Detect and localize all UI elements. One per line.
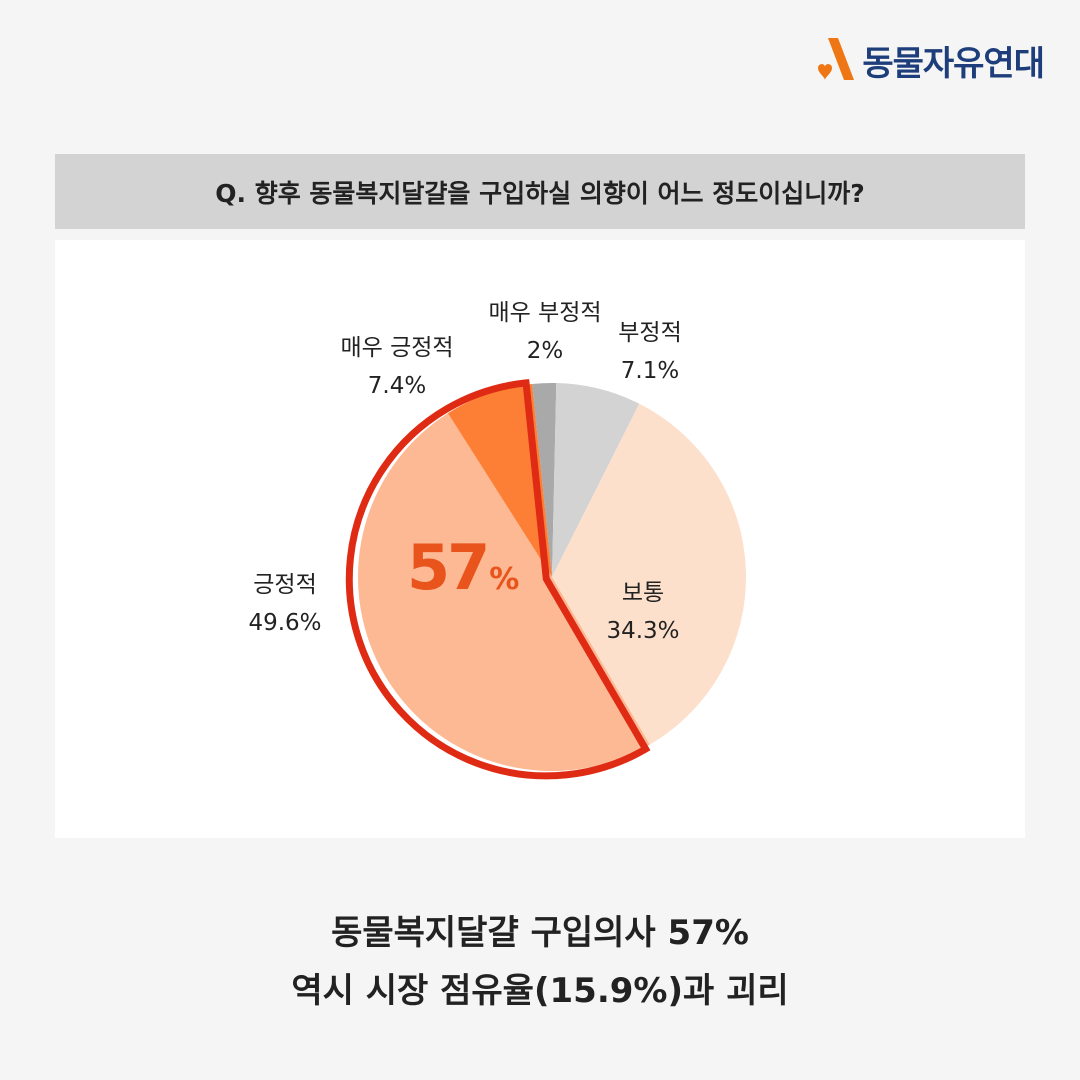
pie-slice <box>358 413 650 771</box>
slice-value-label: 49.6% <box>248 610 321 636</box>
question-text: Q. 향후 동물복지달걀을 구입하실 의향이 어느 정도이십니까? <box>215 178 865 208</box>
slice-label: 부정적 <box>618 320 681 346</box>
pie-slice <box>552 403 746 745</box>
pie-slice <box>552 383 640 577</box>
brand-logo-icon <box>818 38 855 80</box>
highlight-outline <box>345 379 651 780</box>
headline-line-1: 동물복지달걀 구입의사 57% <box>331 913 749 953</box>
pie-slice <box>532 383 557 577</box>
headline-line-2: 역시 시장 점유율(15.9%)과 괴리 <box>291 971 789 1011</box>
pie-chart: 매우 부정적 2% 부정적 7.1% 보통 34.3% 긍정적 49.6% 매우 긍정적 7.4%… <box>248 300 746 780</box>
slice-label: 긍정적 <box>253 572 316 598</box>
highlight-percentage: 57% <box>407 531 519 604</box>
question-bar: Q. 향후 동물복지달걀을 구입하실 의향이 어느 정도이십니까? <box>55 154 1025 229</box>
slice-label: 매우 부정적 <box>488 300 601 326</box>
slice-label: 보통 <box>622 580 664 606</box>
brand-name: 동물자유연대 <box>862 43 1045 84</box>
slice-value-label: 34.3% <box>606 618 679 644</box>
pie-slice <box>447 384 552 577</box>
slice-value-label: 2% <box>527 338 564 364</box>
chart-panel: 매우 부정적 2% 부정적 7.1% 보통 34.3% 긍정적 49.6% 매우 긍정적 7.4%… <box>55 240 1025 838</box>
brand-logo: 동물자유연대 <box>804 34 1045 86</box>
slice-value-label: 7.4% <box>368 373 426 399</box>
slice-value-label: 7.1% <box>621 358 679 384</box>
slice-label: 매우 긍정적 <box>340 335 453 361</box>
